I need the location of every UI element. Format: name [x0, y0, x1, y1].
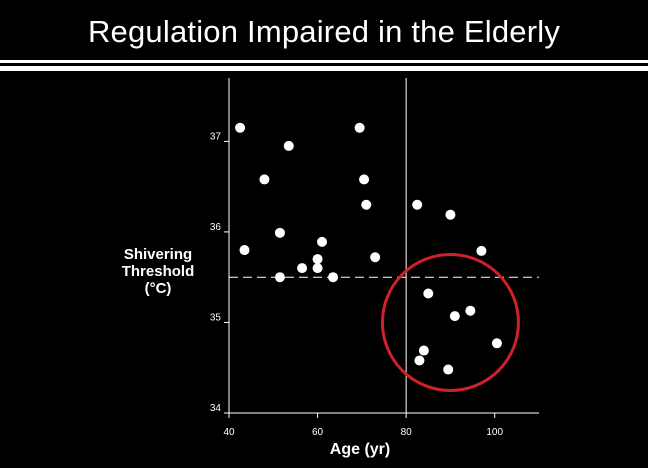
data-point: [465, 305, 476, 316]
title-rule-thin: [0, 60, 648, 63]
y-tick-label: 37: [210, 131, 222, 142]
data-point: [239, 245, 250, 256]
data-point: [418, 345, 429, 356]
highlight-layer: [380, 252, 520, 392]
data-point: [297, 263, 308, 274]
slide-title: Regulation Impaired in the Elderly: [87, 14, 561, 49]
data-point: [235, 122, 246, 133]
data-point: [312, 254, 323, 265]
data-point: [354, 122, 365, 133]
tick-labels: 40 60 80 100 34 35 36 37: [210, 131, 504, 438]
data-point: [443, 364, 454, 375]
x-tick-label: 60: [312, 427, 324, 438]
x-tick-label: 100: [486, 427, 503, 438]
data-point: [476, 245, 487, 256]
data-point: [317, 236, 327, 247]
x-tick-label: 40: [223, 427, 235, 438]
data-point: [274, 272, 285, 283]
data-point: [412, 199, 423, 210]
data-point: [449, 311, 460, 322]
y-tick-label: 35: [210, 312, 222, 323]
data-point: [361, 199, 372, 210]
y-axis-label-line-1: Shivering: [123, 246, 193, 263]
x-tick-label: 80: [401, 427, 413, 438]
data-point: [423, 288, 434, 299]
data-point: [445, 209, 456, 220]
data-point: [370, 252, 381, 263]
data-point: [259, 174, 270, 185]
y-axis-label: Shivering Threshold (°C): [100, 246, 216, 297]
y-tick-label: 34: [210, 403, 222, 414]
data-point: [414, 355, 425, 366]
data-point: [328, 272, 339, 283]
axes: [224, 78, 539, 418]
data-points: [235, 122, 502, 375]
title-rule-thick: [0, 66, 648, 71]
y-tick-label: 36: [210, 222, 222, 233]
data-point: [274, 227, 285, 238]
x-axis-label: Age (yr): [329, 441, 391, 458]
reference-lines: [229, 78, 539, 413]
data-point: [359, 174, 370, 185]
data-point: [312, 263, 323, 274]
data-point: [491, 338, 502, 349]
y-axis-label-line-3: (°C): [144, 280, 172, 297]
y-axis-label-line-2: Threshold: [121, 263, 195, 280]
highlight-circle: [380, 252, 520, 392]
data-point: [283, 140, 294, 151]
